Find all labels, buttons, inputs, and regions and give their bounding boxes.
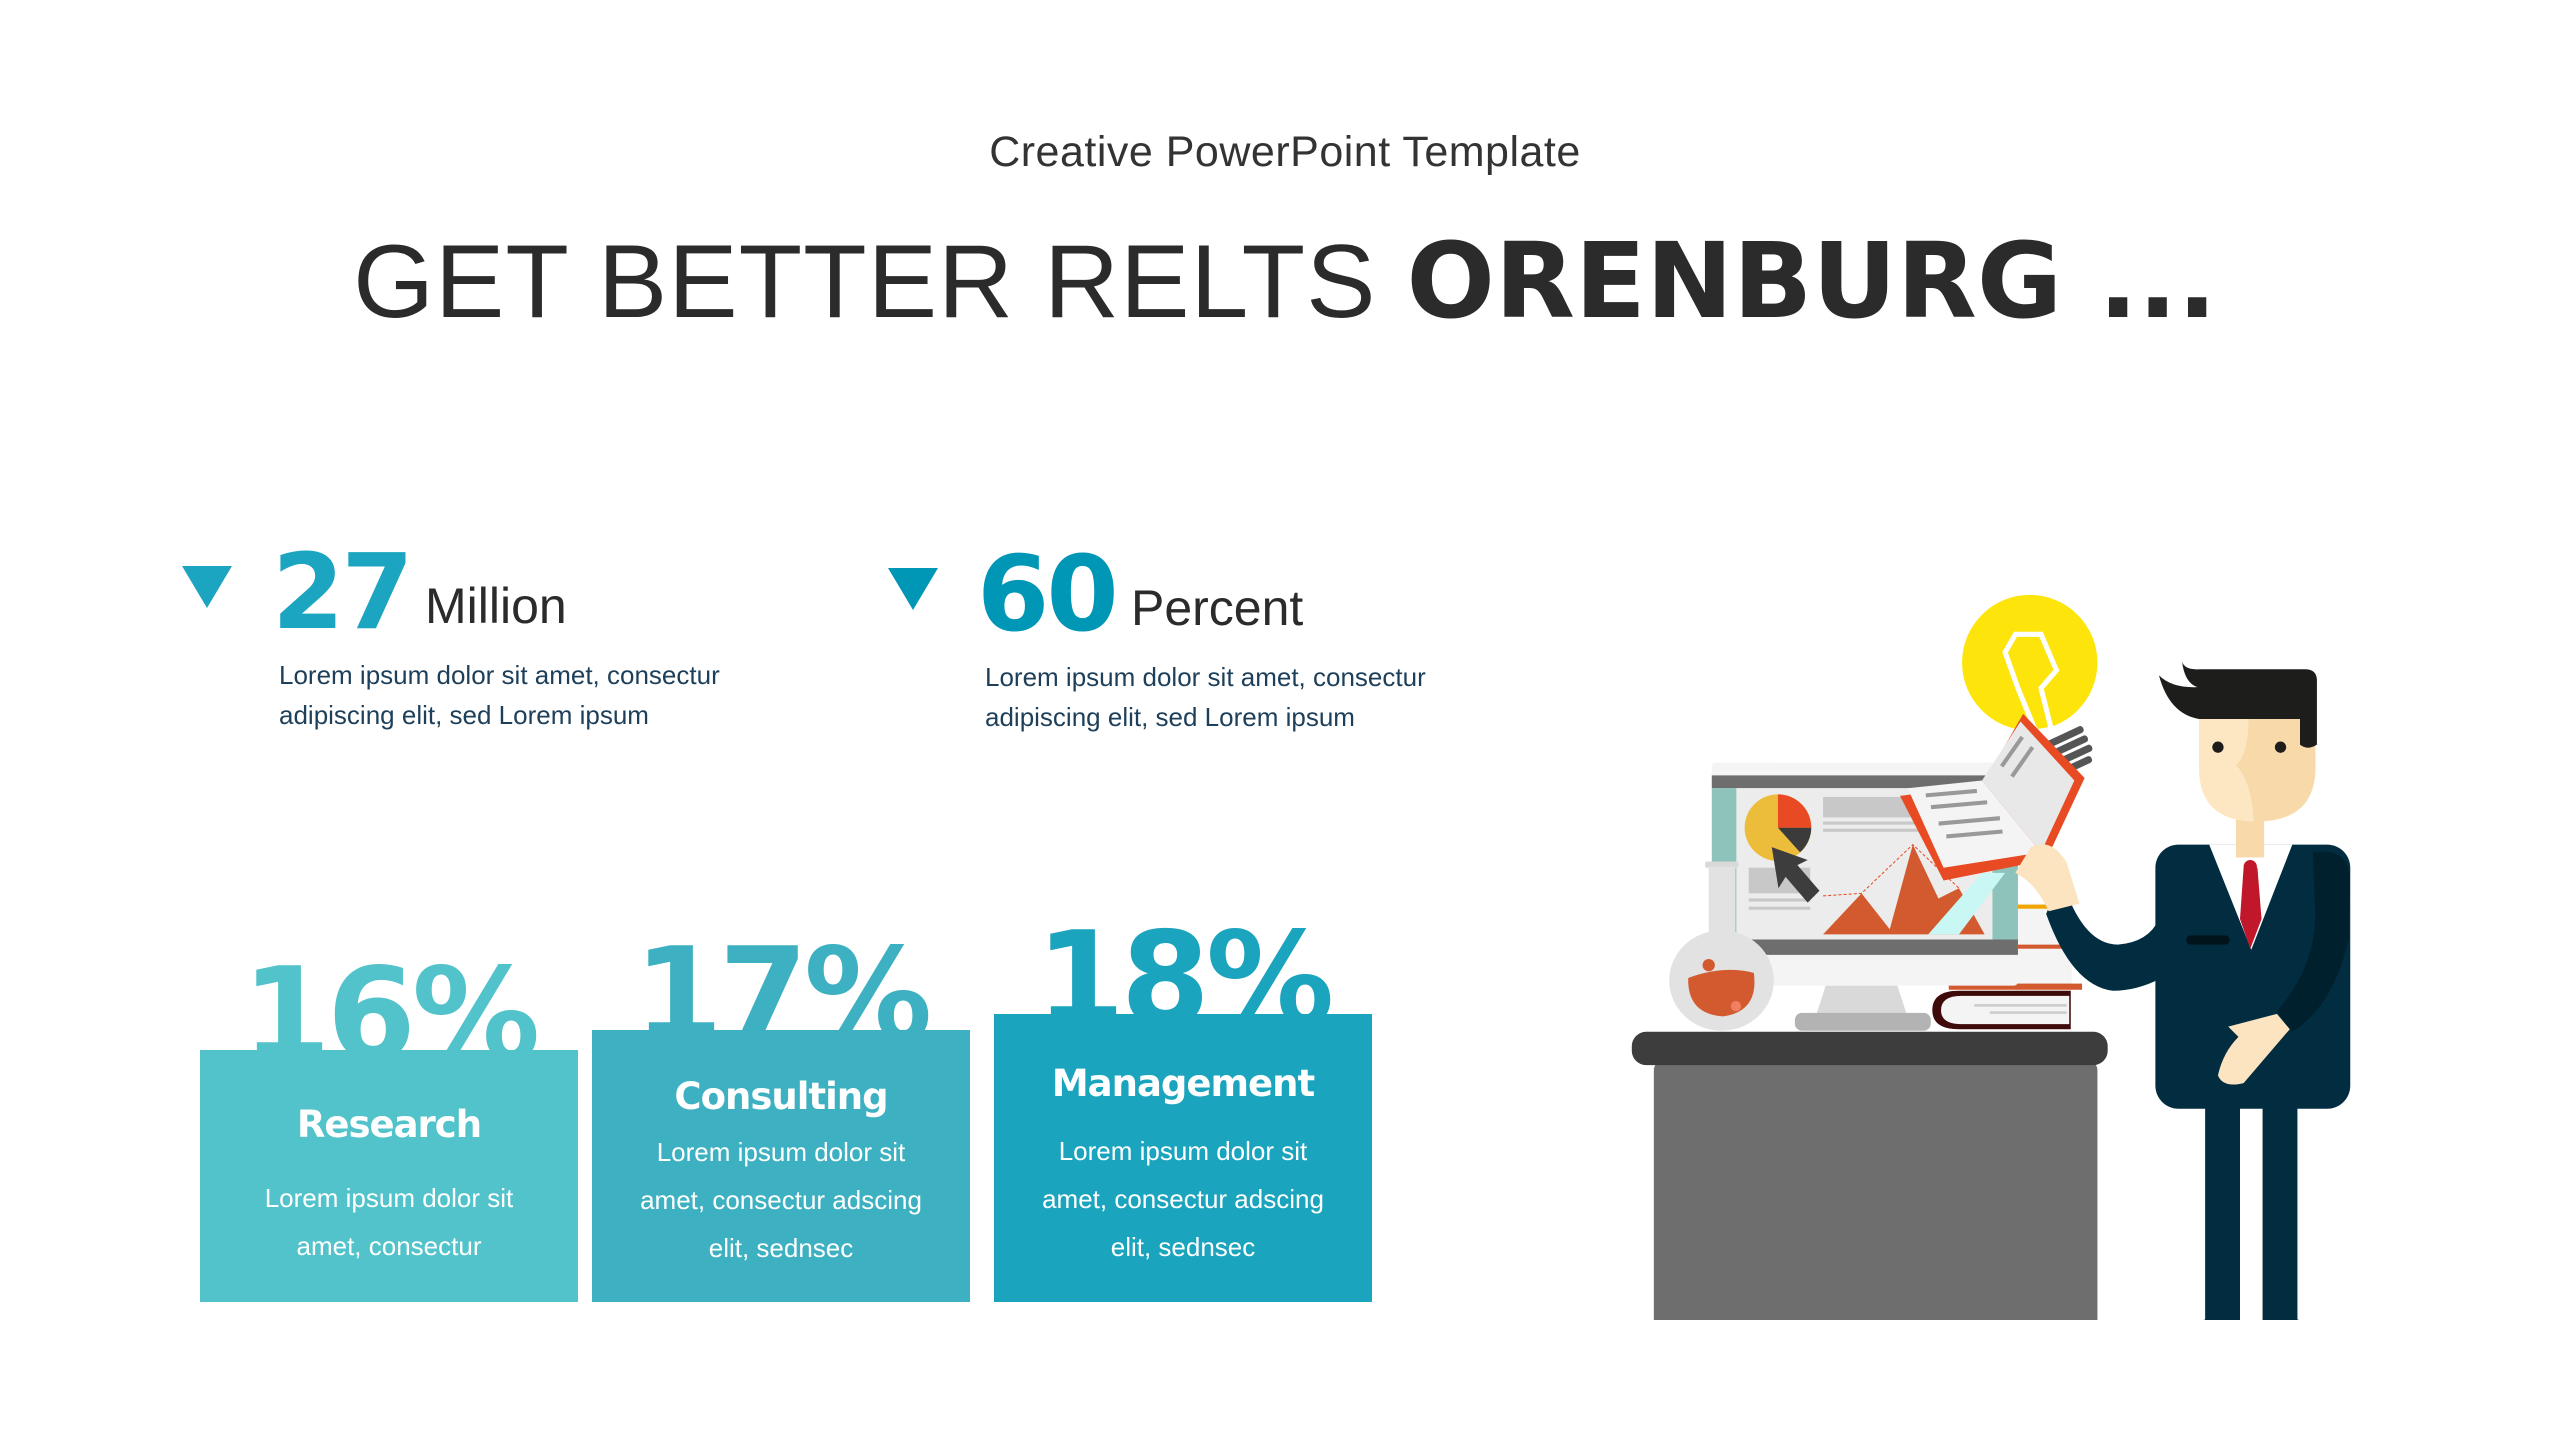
card-consulting: Consulting Lorem ipsum dolor sit amet, c… xyxy=(592,1030,970,1302)
card-line: amet, consectur xyxy=(296,1231,482,1261)
card-line: elit, sednsec xyxy=(1110,1232,1256,1262)
card-line: Lorem ipsum dolor sit xyxy=(656,1137,906,1167)
stat-description-line: adipiscing elit, sed Lorem ipsum xyxy=(985,702,1355,732)
card-title: Research xyxy=(296,1103,482,1146)
stat-value: 60 xyxy=(977,533,1119,655)
stat-description: Lorem ipsum dolor sit amet, consectur ad… xyxy=(985,657,1426,737)
triangle-down-icon xyxy=(888,568,938,610)
stat-value: 27 xyxy=(272,531,414,653)
slide-subtitle: Creative PowerPoint Template xyxy=(989,128,1581,176)
card-line: amet, consectur adscing xyxy=(1042,1184,1324,1214)
flask-icon xyxy=(1669,861,1774,1031)
stat-unit: Percent xyxy=(1131,580,1304,636)
card-line: amet, consectur adscing xyxy=(640,1185,922,1215)
stat-description-line: adipiscing elit, sed Lorem ipsum xyxy=(279,700,649,730)
card-line: Lorem ipsum dolor sit xyxy=(264,1183,514,1213)
slide-title: GET BETTER RELTS ORENBURG ... xyxy=(0,220,2560,342)
stat-unit: Million xyxy=(425,578,567,634)
stat-description-line: Lorem ipsum dolor sit amet, consectur xyxy=(279,660,720,690)
triangle-down-icon xyxy=(182,566,232,608)
card-title: Management xyxy=(1051,1062,1315,1105)
open-book-icon xyxy=(1900,713,2085,881)
card-title: Consulting xyxy=(674,1075,888,1118)
desk xyxy=(1631,1031,2108,1320)
stat-description: Lorem ipsum dolor sit amet, consectur ad… xyxy=(279,655,720,735)
card-line: Lorem ipsum dolor sit xyxy=(1058,1136,1308,1166)
title-bold: ORENBURG ... xyxy=(1406,220,2217,342)
stat-description-line: Lorem ipsum dolor sit amet, consectur xyxy=(985,662,1426,692)
card-line: elit, sednsec xyxy=(708,1233,854,1263)
businessman-illustration xyxy=(1631,594,2351,1320)
card-management: Management Lorem ipsum dolor sit amet, c… xyxy=(994,1014,1372,1302)
title-light: GET BETTER RELTS xyxy=(353,224,1407,340)
card-research: Research Lorem ipsum dolor sit amet, con… xyxy=(200,1050,578,1302)
businessman-figure xyxy=(2015,661,2351,1320)
